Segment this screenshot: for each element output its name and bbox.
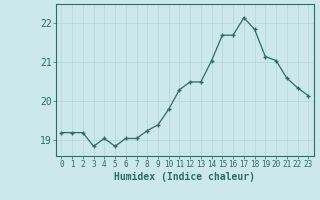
X-axis label: Humidex (Indice chaleur): Humidex (Indice chaleur) bbox=[114, 172, 255, 182]
